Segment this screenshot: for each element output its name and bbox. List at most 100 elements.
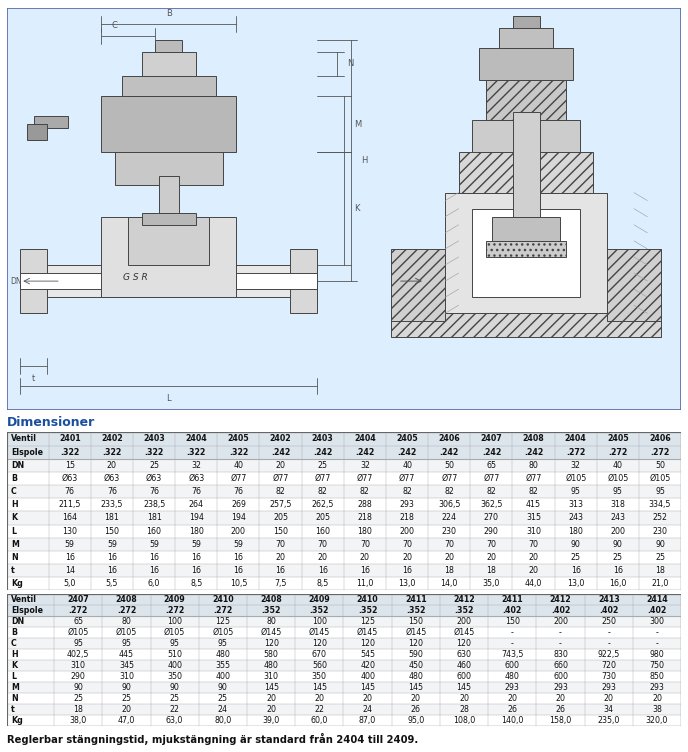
Text: 90: 90 [571,540,581,549]
Text: Ø145: Ø145 [261,628,282,637]
Text: 2402: 2402 [101,435,122,444]
Text: .402: .402 [647,606,667,615]
Text: 224: 224 [442,514,457,523]
Text: 95: 95 [655,487,665,496]
Text: 293: 293 [400,500,414,509]
Text: 145: 145 [409,683,423,692]
Text: 2410: 2410 [212,595,234,604]
Text: 25: 25 [318,461,327,470]
Text: 270: 270 [484,514,499,523]
Text: 145: 145 [264,683,279,692]
Text: 160: 160 [147,526,162,535]
Text: 2411: 2411 [502,595,523,604]
Text: 20: 20 [555,694,566,703]
Text: 25: 25 [571,553,581,562]
Text: 95: 95 [170,639,180,648]
Text: 750: 750 [649,661,665,670]
Text: 70: 70 [486,540,496,549]
Text: 2401: 2401 [59,435,80,444]
Text: 402,5: 402,5 [67,650,89,659]
Text: 400: 400 [167,661,182,670]
Bar [472,120,580,153]
Bar [155,40,182,52]
Text: 80: 80 [528,461,539,470]
Bar [7,538,681,550]
Text: 16: 16 [571,566,581,575]
Text: 2408: 2408 [523,435,544,444]
Text: DN: DN [11,617,24,626]
Text: 2407: 2407 [480,435,502,444]
Text: 130: 130 [63,526,77,535]
Text: .352: .352 [406,606,425,615]
Text: 26: 26 [507,705,517,714]
Text: 2406: 2406 [438,435,460,444]
Bar [7,616,681,627]
Text: 200: 200 [231,526,246,535]
Text: 59: 59 [107,540,117,549]
Bar [7,682,681,693]
Text: 39,0: 39,0 [263,716,280,725]
Text: .272: .272 [165,606,184,615]
Text: 7,5: 7,5 [275,579,287,588]
Text: H: H [11,500,18,509]
Text: 16: 16 [233,566,244,575]
Text: .242: .242 [271,447,290,456]
Text: 730: 730 [601,672,616,681]
Bar [7,693,681,704]
Text: 16: 16 [318,566,327,575]
Text: .272: .272 [566,447,585,456]
Bar [34,116,67,128]
Text: 44,0: 44,0 [525,579,542,588]
Text: 20: 20 [318,553,327,562]
Text: t: t [11,566,14,575]
Bar [7,432,681,445]
Text: 16: 16 [149,566,159,575]
Text: 60,0: 60,0 [311,716,328,725]
Text: 20: 20 [402,553,412,562]
Text: 38,0: 38,0 [69,716,87,725]
Text: 2413: 2413 [598,595,620,604]
Text: .242: .242 [398,447,417,456]
Text: Kg: Kg [11,716,23,725]
Text: 230: 230 [442,526,457,535]
Text: 108,0: 108,0 [453,716,475,725]
Text: 59: 59 [65,540,75,549]
Text: 59: 59 [233,540,244,549]
Text: N: N [347,59,354,68]
Text: 2403: 2403 [312,435,334,444]
Text: 25: 25 [170,694,180,703]
Text: 600: 600 [505,661,520,670]
Bar [7,472,681,485]
Text: Ø105: Ø105 [67,628,89,637]
Bar [34,265,317,297]
Text: Ø105: Ø105 [649,474,671,483]
Text: 6,0: 6,0 [148,579,160,588]
Text: 18: 18 [73,705,83,714]
Text: 76: 76 [107,487,117,496]
Text: 2409: 2409 [308,595,330,604]
Text: 95,0: 95,0 [407,716,424,725]
Text: 25: 25 [73,694,83,703]
Text: 82: 82 [276,487,286,496]
Text: 345: 345 [119,661,134,670]
Text: 510: 510 [167,650,182,659]
Text: 140,0: 140,0 [501,716,524,725]
Text: B: B [11,628,17,637]
Text: .322: .322 [186,447,206,456]
Bar [115,153,223,184]
Text: 2412: 2412 [453,595,475,604]
Text: .322: .322 [60,447,79,456]
Text: 76: 76 [191,487,202,496]
Bar [493,217,560,241]
Text: -: - [559,628,562,637]
Text: Reglerbar stängningstid, mjukstängning är standard från 2404 till 2409.: Reglerbar stängningstid, mjukstängning ä… [7,733,418,745]
Text: 20: 20 [276,461,286,470]
Text: 480: 480 [215,650,230,659]
Text: 82: 82 [360,487,370,496]
Text: 350: 350 [312,672,327,681]
Bar [7,649,681,660]
Text: 25: 25 [218,694,228,703]
Bar [7,704,681,714]
Text: C: C [11,639,17,648]
Text: 20: 20 [528,566,539,575]
